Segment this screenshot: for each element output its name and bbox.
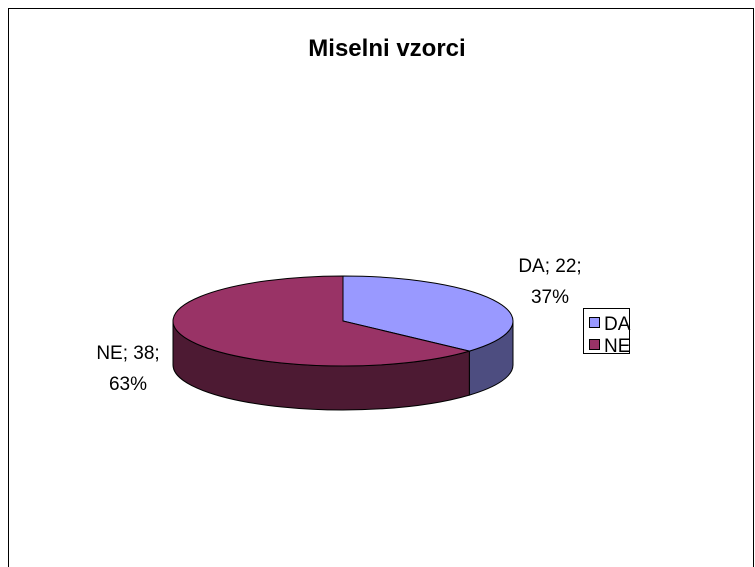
legend-swatch [589, 339, 600, 350]
chart-title: Miselni vzorci [308, 35, 465, 62]
data-label: DA; 22; 37% [518, 256, 581, 308]
legend-label: NE [604, 336, 630, 357]
slice-top [172, 275, 472, 367]
legend-label: DA [604, 314, 631, 335]
slice-top [342, 275, 514, 352]
data-label: NE; 38; 63% [96, 343, 159, 395]
legend-swatch [589, 317, 600, 328]
